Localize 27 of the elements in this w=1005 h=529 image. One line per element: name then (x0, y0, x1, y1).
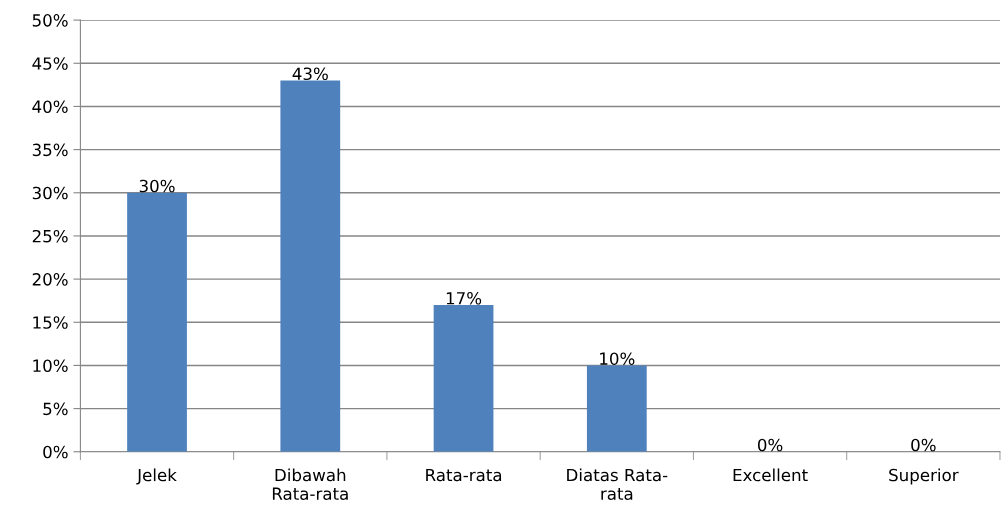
bar (127, 192, 187, 452)
y-tick-label: 45% (32, 57, 68, 70)
data-label: 0% (757, 438, 783, 452)
bar (280, 80, 341, 452)
x-tick-label: Dibawah Rata-rata (272, 468, 348, 500)
y-tick-label: 25% (32, 229, 68, 243)
data-label: 17% (446, 291, 482, 305)
y-tick-label: 35% (32, 143, 68, 157)
data-label: 10% (600, 352, 635, 365)
bar (586, 365, 647, 452)
y-tick-label: 50% (32, 14, 68, 27)
data-label: 30% (139, 179, 175, 193)
x-tick-label: Superior (889, 468, 959, 485)
x-tick-label: Excellent (733, 468, 808, 482)
y-tick-label: 40% (32, 100, 68, 113)
x-tick-label: Diatas Rata- rata (567, 468, 668, 500)
y-tick-label: 30% (32, 186, 68, 200)
x-tick-label: Rata-rata (426, 468, 502, 482)
y-tick-label: 10% (33, 359, 68, 372)
data-label: 43% (292, 67, 328, 81)
bar (433, 305, 494, 452)
data-label: 0% (911, 438, 936, 452)
x-tick-label: Jelek (136, 468, 177, 485)
y-tick-label: 0% (43, 445, 68, 459)
y-tick-label: 15% (33, 316, 68, 329)
y-tick-label: 5% (43, 402, 68, 416)
y-tick-label: 20% (32, 273, 68, 286)
